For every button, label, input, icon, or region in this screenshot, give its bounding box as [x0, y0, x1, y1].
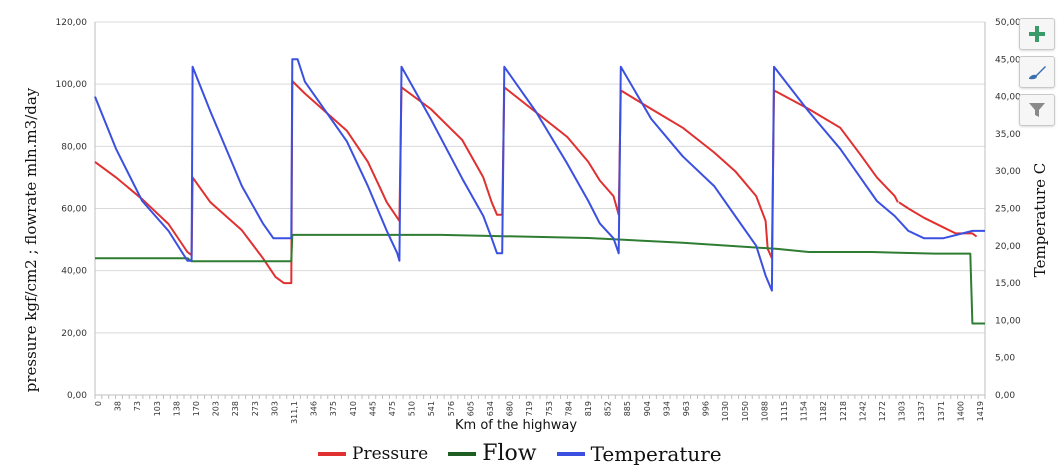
x-tick-label: 303 [270, 401, 279, 416]
flow-swatch [448, 451, 477, 456]
y2-tick-label: 30,00 [995, 167, 1021, 177]
brush-icon [1029, 66, 1046, 80]
x-tick-label: 0 [94, 401, 103, 406]
x-tick-label: 852 [604, 401, 613, 416]
x-tick-label: 719 [525, 401, 534, 416]
x-tick-label: 1419 [976, 401, 985, 421]
x-tick-label: 1337 [917, 401, 926, 421]
x-tick-label: 238 [231, 401, 240, 416]
x-tick-label: 38 [114, 401, 123, 411]
x-tick-label: 885 [623, 401, 632, 416]
x-tick-label: 996 [702, 401, 711, 416]
legend-item-flow: Flow [448, 441, 537, 466]
x-tick-label: 1218 [839, 401, 848, 421]
x-tick-label: 753 [545, 401, 554, 416]
right-axis-ticks: 0,00 5,00 10,00 15,00 20,00 25,00 30,00 35,00 40… [995, 18, 1021, 401]
y2-tick-label: 45,00 [995, 55, 1021, 65]
y2-tick-label: 40,00 [995, 93, 1021, 103]
x-tick-label: 1400 [956, 401, 965, 421]
series-line-pressure-segment [898, 201, 978, 238]
x-tick-label: 410 [349, 401, 358, 416]
x-tick-label: 934 [662, 401, 671, 416]
legend-label-pressure: Pressure [352, 443, 429, 464]
x-tick-label: 680 [506, 401, 515, 416]
x-tick-label: 311,1 [290, 401, 299, 424]
x-tick-label: 963 [682, 401, 691, 416]
x-tick-label: 375 [329, 401, 338, 416]
x-axis-ticks: 0 38 73 103 138 170 203 238 273 303 311,1 346 375 410… [94, 401, 985, 424]
x-tick-label: 1088 [760, 401, 769, 421]
x-tick-label: 541 [427, 401, 436, 416]
y2-tick-label: 50,00 [995, 18, 1021, 28]
x-tick-label: 784 [564, 401, 573, 416]
temperature-swatch [556, 451, 585, 456]
x-tick-label: 576 [447, 401, 456, 416]
x-tick-label: 1303 [898, 401, 907, 421]
x-tick-label: 1050 [741, 401, 750, 421]
x-tick-label: 1182 [819, 401, 828, 421]
series-lines [94, 58, 985, 325]
legend: Pressure Flow Temperature [318, 441, 742, 466]
y-tick-label: 40,00 [61, 267, 87, 277]
chart-filters-button[interactable] [1019, 94, 1055, 126]
gridlines [95, 21, 985, 396]
x-tick-label: 103 [153, 401, 162, 416]
x-tick-label: 138 [172, 401, 181, 416]
x-tick-label: 346 [310, 401, 319, 416]
legend-item-temperature: Temperature [556, 441, 722, 466]
y2-tick-label: 25,00 [995, 205, 1021, 215]
x-tick-label: 273 [251, 401, 260, 416]
x-tick-label: 1115 [780, 401, 789, 421]
y2-axis-title: Temperature C [1031, 163, 1049, 278]
axes [94, 22, 986, 399]
y2-tick-label: 15,00 [995, 279, 1021, 289]
y-tick-label: 20,00 [61, 329, 87, 339]
y2-tick-label: 5,00 [995, 354, 1015, 364]
y2-tick-label: 0,00 [995, 391, 1015, 401]
series-line-pressure [94, 80, 899, 285]
series-line-temperature [94, 58, 985, 292]
funnel-icon [1029, 103, 1045, 117]
x-tick-label: 1030 [721, 401, 730, 421]
x-tick-label: 819 [584, 401, 593, 416]
plus-icon [1029, 26, 1045, 42]
left-axis-ticks: 0,00 20,00 40,00 60,00 80,00 100,00 120,00 [56, 18, 88, 401]
y-axis-title: pressure kgf/cm2 ; flowrate mln.m3/day [22, 87, 40, 392]
x-axis-title: Km of the highway [455, 418, 578, 433]
x-tick-label: 605 [466, 401, 475, 416]
y-tick-label: 60,00 [61, 205, 87, 215]
x-tick-label: 170 [192, 401, 201, 416]
x-tick-label: 1242 [858, 401, 867, 421]
y-tick-label: 100,00 [56, 80, 88, 90]
y2-tick-label: 20,00 [995, 242, 1021, 252]
legend-label-flow: Flow [482, 441, 537, 466]
x-tick-label: 510 [408, 401, 417, 416]
x-tick-label: 634 [486, 401, 495, 416]
y2-tick-label: 35,00 [995, 130, 1021, 140]
legend-label-temperature: Temperature [590, 441, 722, 466]
x-tick-label: 203 [212, 401, 221, 416]
y-tick-label: 0,00 [67, 391, 87, 401]
x-tick-label: 1371 [937, 401, 946, 421]
y2-tick-label: 10,00 [995, 316, 1021, 326]
series-line-flow [95, 233, 985, 325]
x-tick-label: 475 [388, 401, 397, 416]
x-tick-label: 1154 [800, 401, 809, 421]
y-tick-label: 80,00 [61, 142, 87, 152]
x-tick-label: 1272 [878, 401, 887, 421]
chart-elements-button[interactable] [1019, 18, 1055, 50]
x-tick-label: 904 [643, 401, 652, 416]
y-tick-label: 120,00 [56, 18, 88, 28]
x-tick-label: 73 [133, 401, 142, 411]
pressure-swatch [318, 451, 346, 456]
chart-styles-button[interactable] [1019, 56, 1055, 88]
x-tick-label: 445 [368, 401, 377, 416]
legend-item-pressure: Pressure [318, 444, 428, 464]
